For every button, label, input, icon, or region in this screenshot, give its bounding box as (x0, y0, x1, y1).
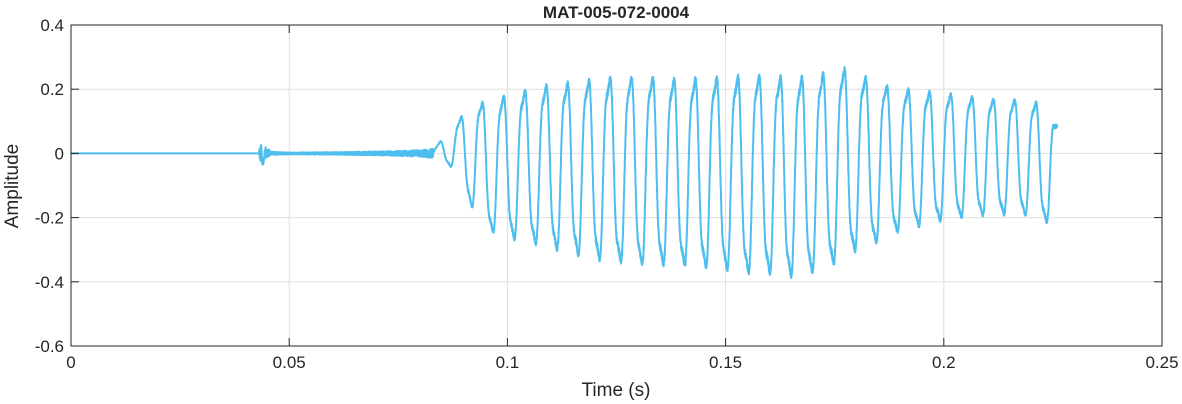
y-tick-label: -0.6 (35, 337, 64, 356)
series-line (70, 66, 1059, 280)
y-tick-label: 0.4 (40, 16, 64, 35)
y-tick-label: -0.4 (35, 273, 64, 292)
x-tick-label: 0.1 (496, 353, 520, 372)
chart-title: MAT-005-072-0004 (543, 3, 690, 22)
x-tick-label: 0.2 (932, 353, 956, 372)
x-tick-label: 0.05 (273, 353, 306, 372)
axes-box (70, 24, 1163, 347)
signal-plot (70, 66, 1059, 280)
x-tick-label: 0 (66, 353, 75, 372)
y-tick-label: -0.2 (35, 209, 64, 228)
x-axis-label: Time (s) (582, 380, 651, 401)
y-axis-label: Amplitude (2, 144, 23, 229)
x-tick-label: 0.25 (1145, 353, 1178, 372)
y-tick-label: 0.2 (40, 80, 64, 99)
ticks: 0 0.05 0.1 0.15 0.2 0.25 -0.6 -0.4 -0.2 0 0.2 0.4 (35, 16, 1179, 372)
y-tick-label: 0 (55, 144, 64, 163)
x-tick-label: 0.15 (709, 353, 742, 372)
axes-background (71, 25, 1162, 346)
